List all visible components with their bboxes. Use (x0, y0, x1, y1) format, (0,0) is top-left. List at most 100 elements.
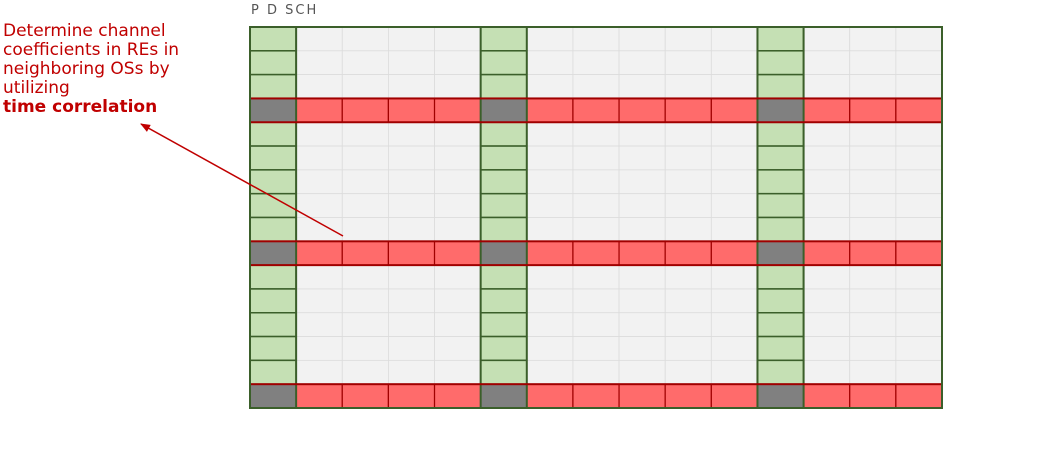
data-cell (387, 50, 435, 76)
pilot-column-cell (249, 169, 297, 195)
pilot-column-cell (249, 145, 297, 171)
pilot-column-cell (249, 359, 297, 385)
data-cell (803, 169, 851, 195)
data-cell (572, 145, 620, 171)
data-cell (803, 359, 851, 385)
data-cell (618, 74, 666, 99)
pilot-column-cell (249, 73, 297, 100)
data-cell (710, 264, 758, 290)
data-cell (710, 193, 758, 218)
data-cell (572, 169, 620, 195)
pilot-row-cell (618, 97, 666, 123)
pilot-row-cell (387, 383, 436, 409)
pilot-column-cell (249, 50, 297, 76)
data-cell (618, 217, 666, 242)
data-cell (664, 264, 712, 290)
pilot-row-cell (710, 240, 759, 266)
data-cell (895, 50, 943, 76)
pilot-column-cell (249, 26, 297, 52)
data-cell (572, 312, 620, 337)
data-cell (295, 217, 343, 242)
data-cell (572, 336, 620, 361)
pilot-row-cell (387, 97, 436, 123)
pilot-row-cell (710, 383, 759, 409)
data-cell (434, 74, 482, 99)
data-cell (710, 359, 758, 385)
pilot-row-cell (802, 240, 851, 266)
data-cell (526, 193, 574, 218)
data-cell (526, 169, 574, 195)
pilot-intersection-cell (480, 383, 528, 409)
data-cell (664, 26, 712, 52)
data-cell (664, 359, 712, 385)
pilot-column-cell (479, 216, 528, 243)
data-cell (572, 264, 620, 290)
pilot-column-cell (756, 359, 805, 385)
pilot-intersection-cell (480, 240, 528, 266)
data-cell (387, 359, 435, 385)
data-cell (618, 145, 666, 171)
pilot-row-cell (526, 240, 574, 266)
data-cell (849, 193, 897, 218)
data-cell (387, 217, 435, 242)
data-cell (572, 288, 620, 314)
data-cell (295, 74, 343, 99)
data-cell (803, 288, 851, 314)
data-cell (295, 359, 343, 385)
data-cell (895, 288, 943, 314)
data-cell (526, 50, 574, 76)
data-cell (526, 74, 574, 99)
data-cell (387, 264, 435, 290)
pilot-row-cell (895, 240, 943, 266)
data-cell (434, 50, 482, 76)
pilot-column-cell (479, 169, 528, 195)
data-cell (341, 288, 389, 314)
annotation-line-1: Determine channel (3, 21, 166, 41)
data-cell (618, 26, 666, 52)
pilot-column-cell (756, 50, 805, 76)
data-cell (572, 26, 620, 52)
pilot-column-cell (479, 359, 528, 385)
data-cell (341, 121, 389, 147)
data-cell (618, 359, 666, 385)
grid-outer-border (249, 26, 943, 409)
pilot-row-cell (387, 240, 436, 266)
data-cell (710, 26, 758, 52)
pilot-row-cell (664, 383, 712, 409)
pilot-row-cell (295, 240, 343, 266)
data-cell (803, 217, 851, 242)
pilot-row-cell (895, 383, 943, 409)
data-cell (849, 336, 897, 361)
data-cell (434, 121, 482, 147)
data-cell (526, 336, 574, 361)
data-cell (710, 50, 758, 76)
data-cell (434, 288, 482, 314)
data-cell (526, 121, 574, 147)
data-cell (664, 74, 712, 99)
data-cell (849, 359, 897, 385)
pilot-column-cell (479, 192, 528, 219)
data-cell (341, 312, 389, 337)
data-cell (295, 336, 343, 361)
data-cell (295, 169, 343, 195)
pilot-intersection-cell (480, 97, 528, 123)
pilot-column-cell (249, 312, 297, 338)
data-cell (387, 312, 435, 337)
pilot-column-cell (249, 216, 297, 243)
data-cell (526, 145, 574, 171)
pilot-column-cell (479, 335, 528, 362)
data-cell (295, 50, 343, 76)
pilot-row-cell (341, 97, 389, 123)
pilot-row-cell (802, 97, 851, 123)
data-cell (572, 74, 620, 99)
data-cell (664, 121, 712, 147)
data-cell (387, 145, 435, 171)
pilot-column-cell (249, 288, 297, 314)
data-cell (434, 193, 482, 218)
data-cell (434, 26, 482, 52)
data-cell (803, 74, 851, 99)
pilot-column-cell (756, 312, 805, 338)
pilot-intersection-cell (249, 383, 297, 409)
pilot-column-cell (756, 121, 805, 147)
